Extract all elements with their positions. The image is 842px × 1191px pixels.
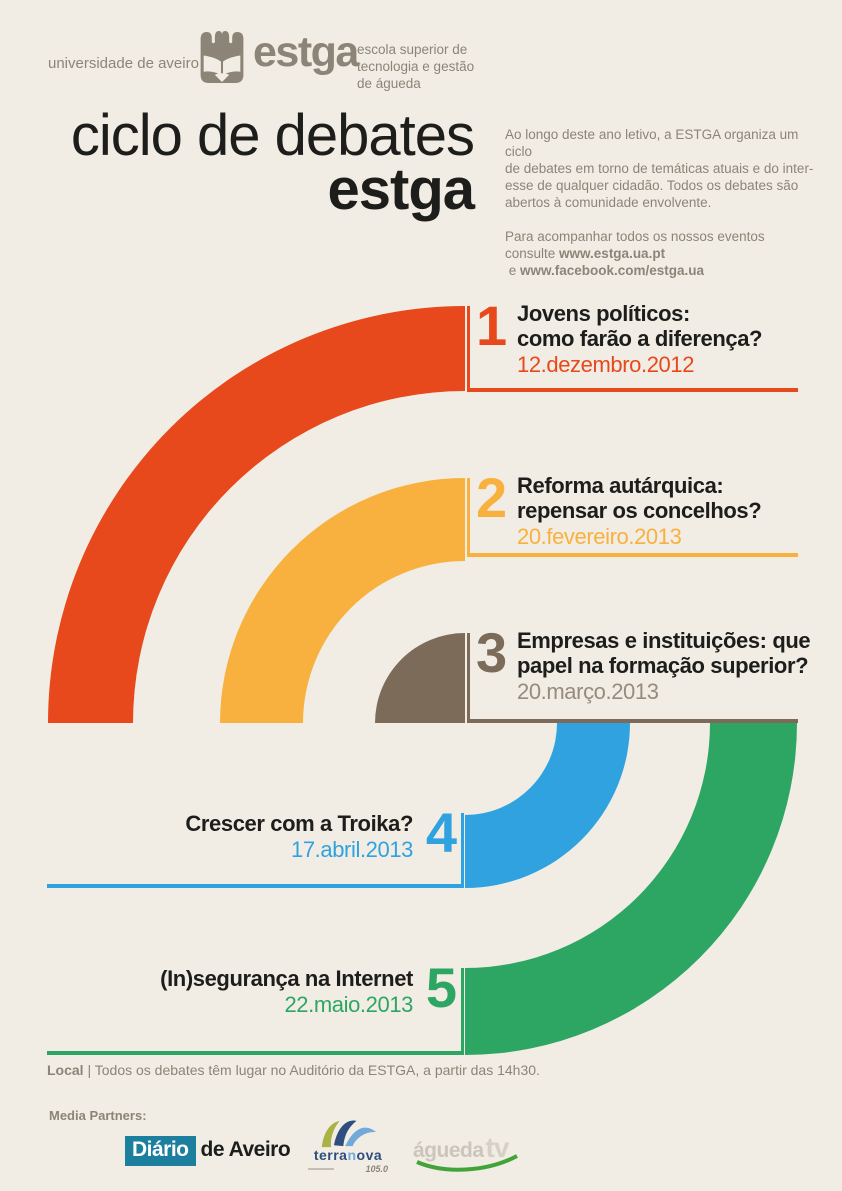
bracket-underline-5 — [47, 1051, 464, 1055]
debate-number-4: 4 — [425, 801, 457, 864]
location-text: Todos os debates têm lugar no Auditório … — [94, 1062, 540, 1078]
agueda-swoosh-icon — [416, 1154, 518, 1172]
debate-date-5: 22.maio.2013 — [284, 992, 413, 1017]
terranova-bottom-row: 105.0 — [308, 1164, 388, 1174]
terranova-logo: terranova 105.0 — [308, 1117, 388, 1174]
diario-boxed-word: Diário — [125, 1136, 196, 1166]
debate-item-2: Reforma autárquica: repensar os concelho… — [517, 473, 762, 549]
debate-date-1: 12.dezembro.2012 — [517, 352, 695, 377]
bracket-vertical-3 — [467, 633, 470, 723]
school-full-name: escola superior de tecnologia e gestão d… — [357, 42, 475, 91]
agueda-word: águeda — [413, 1139, 484, 1162]
arc-debate-2 — [220, 478, 465, 723]
debate-title-1: Jovens políticos: como farão a diferença… — [517, 301, 763, 351]
location-label: Local — [47, 1062, 84, 1078]
estga-logo-text: estga — [253, 28, 359, 76]
poster-title-line2: estga — [327, 157, 475, 222]
terranova-waves-icon — [321, 1120, 377, 1148]
debate-title-3: Empresas e instituições: que papel na fo… — [517, 628, 811, 678]
debate-title-2: Reforma autárquica: repensar os concelho… — [517, 473, 762, 523]
debate-number-2: 2 — [476, 466, 507, 529]
terranova-fineprint — [308, 1168, 334, 1170]
location-separator: | — [83, 1062, 95, 1078]
debate-date-4: 17.abril.2013 — [290, 837, 413, 862]
events-note-separator: e — [505, 263, 521, 278]
terranova-part3: ova — [356, 1147, 383, 1163]
agueda-tv-logo: águedatv — [413, 1132, 523, 1174]
events-note: Para acompanhar todos os nossos eventos … — [505, 228, 842, 279]
poster-title-line1: ciclo de debates — [70, 103, 475, 168]
debate-item-1: Jovens políticos: como farão a diferença… — [517, 301, 763, 377]
arc-debate-3 — [375, 633, 465, 723]
debate-item-4: Crescer com a Troika? 17.abril.2013 — [185, 811, 413, 862]
intro-paragraph: Ao longo deste ano letivo, a ESTGA organ… — [505, 127, 814, 210]
bracket-underline-1 — [467, 388, 798, 392]
debate-number-1: 1 — [476, 294, 507, 357]
debate-number-5: 5 — [425, 956, 457, 1019]
bracket-vertical-1 — [467, 306, 470, 392]
bracket-vertical-5 — [461, 968, 464, 1055]
debate-item-3: Empresas e instituições: que papel na fo… — [517, 628, 811, 704]
bracket-underline-2 — [467, 553, 798, 557]
debate-number-3: 3 — [476, 621, 507, 684]
ua-crest-icon — [200, 31, 244, 83]
arc-debate-4 — [465, 723, 630, 888]
poster-title: ciclo de debates estga — [48, 103, 475, 222]
events-note-line1: Para acompanhar todos os nossos eventos — [505, 229, 765, 244]
debate-title-5: (In)segurança na Internet — [160, 966, 413, 991]
debate-item-5: (In)segurança na Internet 22.maio.2013 — [160, 966, 413, 1017]
events-note-line2: consulte www.estga.ua.pt e www.facebook.… — [505, 245, 842, 279]
debate-date-3: 20.março.2013 — [517, 679, 659, 704]
tv-word: tv — [485, 1132, 510, 1163]
terranova-wordmark: terranova — [308, 1147, 388, 1163]
debate-title-4: Crescer com a Troika? — [185, 811, 413, 836]
arc-debate-5 — [465, 723, 797, 1055]
arc-debate-1 — [48, 306, 465, 723]
media-partners-heading: Media Partners: — [49, 1108, 147, 1123]
bracket-vertical-4 — [461, 813, 464, 888]
estga-url: www.estga.ua.pt — [559, 246, 666, 261]
university-name: universidade de aveiro — [48, 55, 199, 72]
bracket-underline-3 — [467, 719, 798, 723]
events-note-prefix: consulte — [505, 246, 560, 261]
bracket-underline-4 — [47, 884, 464, 888]
facebook-url: www.facebook.com/estga.ua — [520, 263, 705, 278]
diario-rest-word: de Aveiro — [200, 1138, 291, 1161]
diario-de-aveiro-logo: Diário de Aveiro — [125, 1136, 291, 1166]
terranova-part2: n — [347, 1147, 357, 1163]
location-note: Local | Todos os debates têm lugar no Au… — [47, 1062, 540, 1078]
terranova-part1: terra — [313, 1147, 348, 1163]
bracket-vertical-2 — [467, 478, 470, 557]
debate-date-2: 20.fevereiro.2013 — [517, 524, 682, 549]
terranova-frequency: 105.0 — [365, 1164, 388, 1174]
